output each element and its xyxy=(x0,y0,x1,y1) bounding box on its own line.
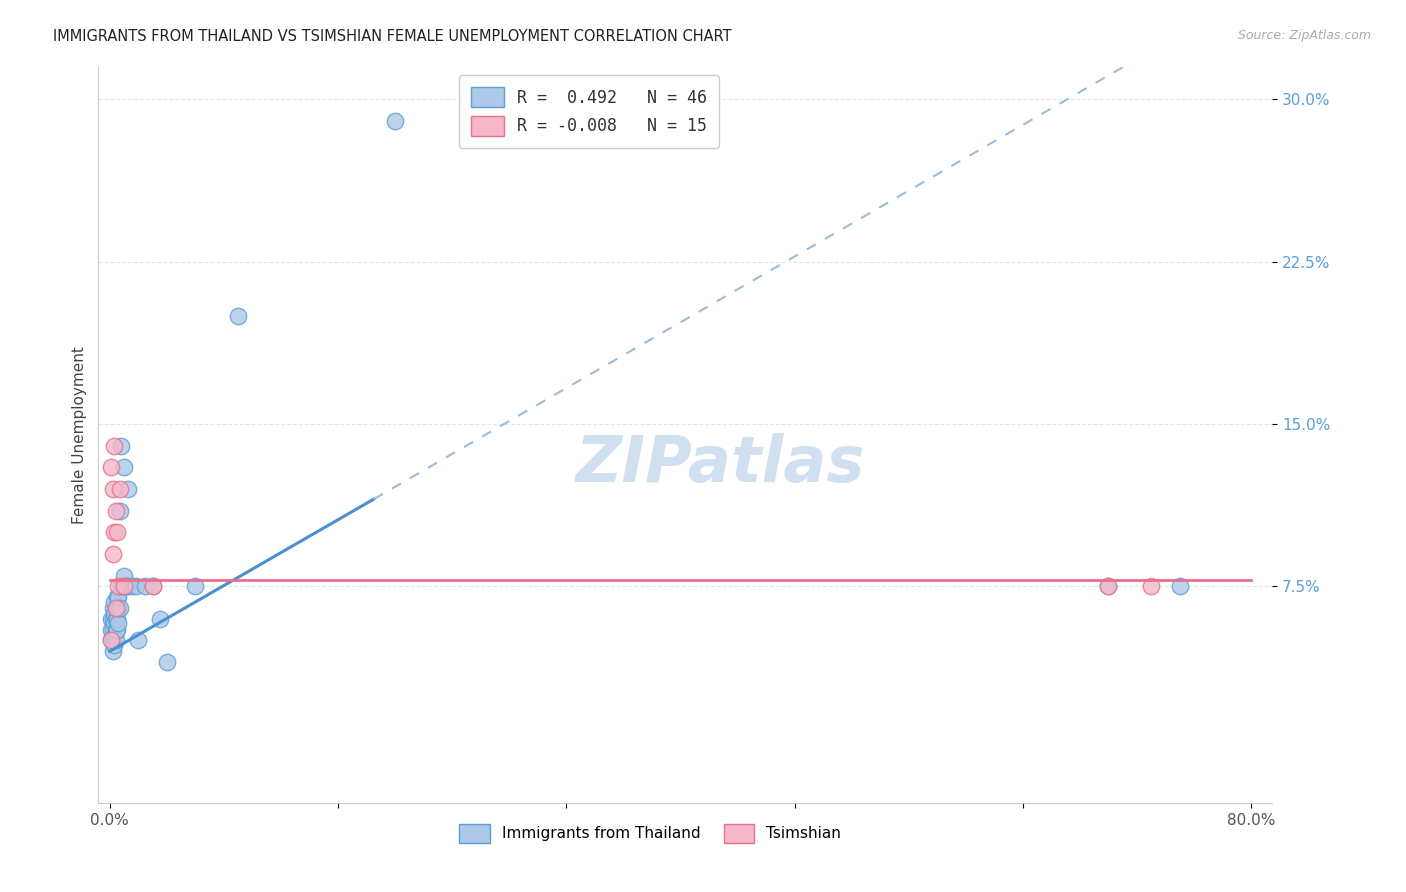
Point xyxy=(105,525,128,540)
Point xyxy=(142,579,165,593)
Point xyxy=(100,633,122,648)
Point xyxy=(1168,579,1191,593)
Point xyxy=(105,590,128,604)
Point xyxy=(101,482,124,496)
Point xyxy=(1140,579,1163,593)
Point xyxy=(100,633,122,648)
Point xyxy=(115,579,138,593)
Point xyxy=(103,525,125,540)
Point xyxy=(104,503,127,517)
Point xyxy=(127,633,149,648)
Point xyxy=(101,547,124,561)
Point xyxy=(149,612,172,626)
Point xyxy=(1097,579,1119,593)
Point xyxy=(112,460,135,475)
Point xyxy=(107,616,129,631)
Point xyxy=(100,623,122,637)
Point xyxy=(107,590,129,604)
Y-axis label: Female Unemployment: Female Unemployment xyxy=(72,346,87,524)
Point xyxy=(108,503,131,517)
Point xyxy=(101,633,124,648)
Text: Source: ZipAtlas.com: Source: ZipAtlas.com xyxy=(1237,29,1371,42)
Point xyxy=(107,579,129,593)
Point xyxy=(124,579,146,593)
Point xyxy=(384,114,406,128)
Point xyxy=(1097,579,1119,593)
Point xyxy=(103,629,125,643)
Point xyxy=(100,612,122,626)
Point xyxy=(112,579,135,593)
Point xyxy=(111,579,134,593)
Point xyxy=(101,623,124,637)
Point xyxy=(101,612,124,626)
Point xyxy=(117,482,139,496)
Point xyxy=(107,601,129,615)
Point xyxy=(105,623,128,637)
Point xyxy=(105,601,128,615)
Point xyxy=(103,638,125,652)
Point xyxy=(104,633,127,648)
Point xyxy=(103,616,125,631)
Point xyxy=(184,579,207,593)
Text: ZIPatlas: ZIPatlas xyxy=(576,434,866,495)
Point xyxy=(110,579,132,593)
Point xyxy=(112,568,135,582)
Point xyxy=(110,439,132,453)
Point xyxy=(104,601,127,615)
Point xyxy=(103,594,125,608)
Text: IMMIGRANTS FROM THAILAND VS TSIMSHIAN FEMALE UNEMPLOYMENT CORRELATION CHART: IMMIGRANTS FROM THAILAND VS TSIMSHIAN FE… xyxy=(53,29,733,44)
Point xyxy=(114,579,136,593)
Point xyxy=(104,601,127,615)
Point xyxy=(108,601,131,615)
Point xyxy=(226,309,249,323)
Point xyxy=(103,439,125,453)
Point xyxy=(101,601,124,615)
Point xyxy=(105,612,128,626)
Point xyxy=(104,612,127,626)
Point xyxy=(103,607,125,622)
Point xyxy=(120,579,142,593)
Point xyxy=(156,655,179,669)
Point xyxy=(100,460,122,475)
Point xyxy=(134,579,156,593)
Point xyxy=(101,644,124,658)
Point xyxy=(104,623,127,637)
Point xyxy=(108,482,131,496)
Legend: Immigrants from Thailand, Tsimshian: Immigrants from Thailand, Tsimshian xyxy=(451,816,849,850)
Point xyxy=(142,579,165,593)
